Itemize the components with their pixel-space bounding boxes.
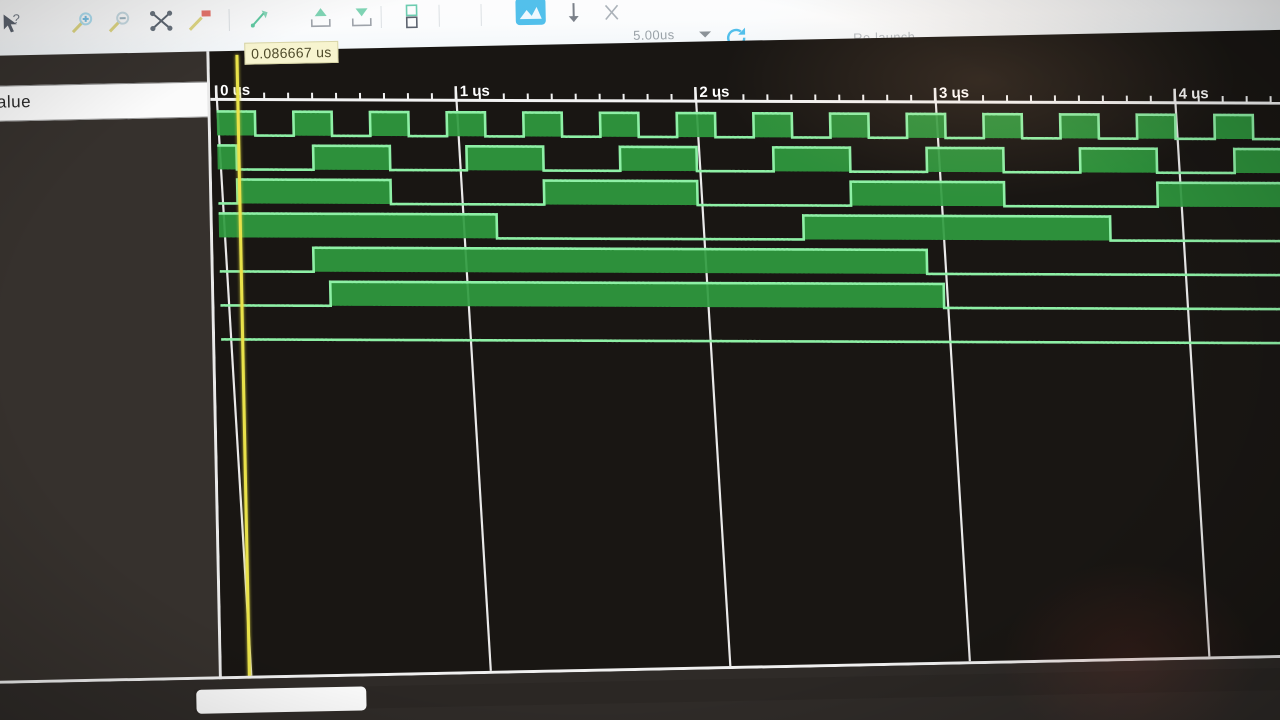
svg-text:2 us: 2 us <box>699 83 729 101</box>
svg-text:?: ? <box>13 11 21 26</box>
trigger-immediate-icon[interactable] <box>560 0 587 26</box>
chevron-down-icon[interactable] <box>699 31 712 38</box>
capture-mode-icon[interactable] <box>514 0 547 27</box>
zoom-to-marker-icon[interactable] <box>186 7 213 34</box>
horizontal-scrollbar-thumb[interactable] <box>196 686 367 714</box>
add-marker-icon[interactable] <box>245 6 272 33</box>
waveform-inner: 0 us 1 us 2 us 3 us 4 us <box>209 29 1280 676</box>
previous-marker-icon[interactable] <box>307 5 334 32</box>
waveform-svg: 0 us 1 us 2 us 3 us 4 us <box>210 82 1280 676</box>
zoom-fit-icon[interactable] <box>148 8 175 35</box>
next-marker-icon[interactable] <box>348 4 375 31</box>
svg-text:4 us: 4 us <box>1179 85 1209 103</box>
svg-text:3 us: 3 us <box>939 84 969 102</box>
svg-text:0 us: 0 us <box>220 82 250 100</box>
zoom-in-icon[interactable] <box>69 10 96 37</box>
value-column-header[interactable]: Value <box>0 81 209 123</box>
signal-name-value-pane <box>0 51 224 720</box>
svg-text:1 us: 1 us <box>460 83 490 101</box>
zoom-out-icon[interactable] <box>105 9 132 36</box>
cursor-tooltip: 0.086667 us <box>243 40 339 65</box>
radix-icon[interactable] <box>398 3 425 30</box>
zoom-value-field[interactable]: 5.00us <box>632 27 675 43</box>
window-count-icon[interactable] <box>598 0 625 26</box>
pointer-help-icon[interactable]: ? <box>0 11 25 38</box>
waveform-canvas[interactable]: 0 us 1 us 2 us 3 us 4 us <box>209 29 1280 677</box>
value-column-label: Value <box>0 92 32 112</box>
